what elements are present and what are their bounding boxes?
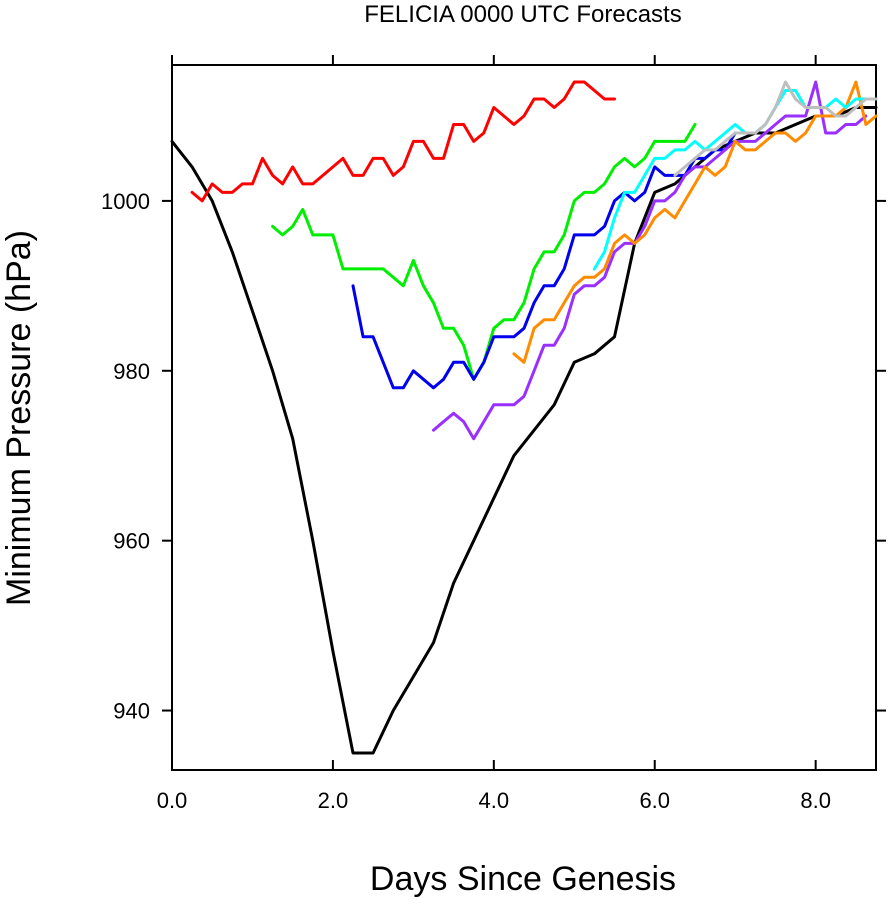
series-line-4 bbox=[351, 131, 737, 390]
series-line-1 bbox=[170, 106, 878, 755]
x-tick-label: 8.0 bbox=[800, 788, 831, 813]
series-line-2 bbox=[190, 80, 616, 203]
series-line-7 bbox=[592, 89, 878, 271]
series-line-8 bbox=[673, 80, 878, 177]
x-tick-label: 6.0 bbox=[639, 788, 670, 813]
x-tick-label: 2.0 bbox=[318, 788, 349, 813]
y-tick-label: 940 bbox=[113, 699, 150, 724]
series-line-6 bbox=[512, 80, 878, 364]
x-tick-label: 0.0 bbox=[157, 788, 188, 813]
plot-frame bbox=[171, 64, 877, 771]
x-axis-label: Days Since Genesis bbox=[370, 860, 676, 898]
series-lines bbox=[170, 80, 878, 755]
y-tick-label: 960 bbox=[113, 529, 150, 554]
y-axis-label: Minimum Pressure (hPa) bbox=[0, 230, 38, 606]
axis-ticks bbox=[162, 55, 886, 770]
y-tick-label: 980 bbox=[113, 359, 150, 384]
chart-title: FELICIA 0000 UTC Forecasts bbox=[364, 1, 681, 28]
x-tick-label: 4.0 bbox=[479, 788, 510, 813]
series-line-5 bbox=[432, 80, 868, 441]
y-tick-label: 1000 bbox=[101, 189, 150, 214]
tick-labels: 0.0 2.0 4.0 6.0 8.0 940 960 980 1000 bbox=[101, 189, 831, 813]
